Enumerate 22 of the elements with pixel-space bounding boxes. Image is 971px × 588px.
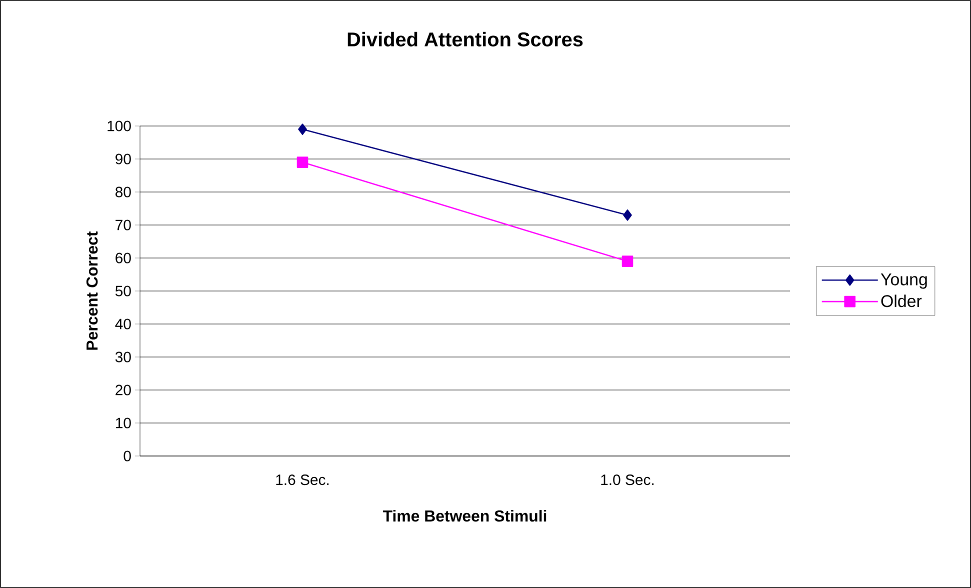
y-tick-label: 100 — [108, 120, 131, 132]
y-axis-title: Percent Correct — [86, 231, 98, 350]
y-tick-label: 50 — [115, 286, 131, 296]
y-tick-label: 30 — [115, 352, 131, 362]
x-tick-label: 1.0 Sec. — [601, 474, 654, 486]
point — [622, 256, 634, 267]
point — [623, 209, 632, 221]
legend-label: Young — [880, 274, 927, 289]
point — [296, 156, 308, 168]
y-tick-label: 40 — [115, 318, 131, 330]
y-tick-label: 0 — [124, 450, 131, 462]
x-axis-title: Time Between Stimuli — [382, 510, 546, 522]
x-tick-label: 1.6 Sec. — [276, 474, 329, 486]
y-tick-label: 90 — [116, 154, 131, 164]
y-tick-label: 80 — [116, 186, 131, 198]
point — [298, 124, 307, 135]
y-tick-label: 70 — [116, 220, 131, 230]
y-tick-label: 10 — [116, 418, 131, 428]
legend-label: Older — [881, 294, 922, 308]
y-tick-label: 60 — [116, 252, 131, 264]
chart-title: Divided Attention Scores — [348, 32, 583, 46]
y-tick-label: 20 — [116, 384, 131, 396]
